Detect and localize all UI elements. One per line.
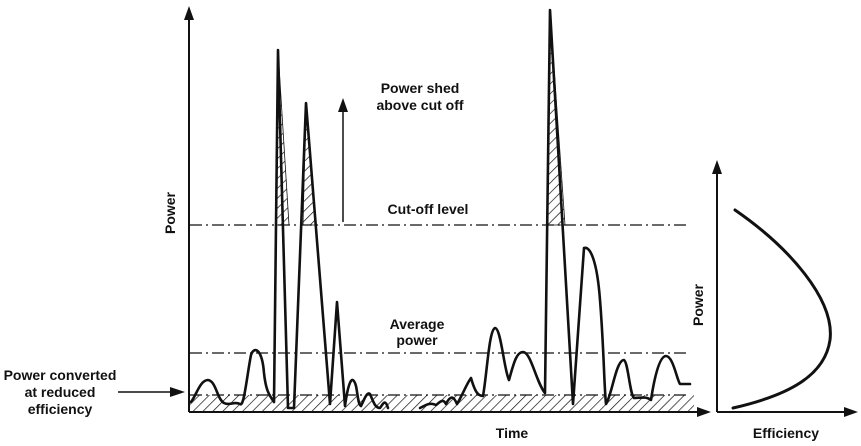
efficiency-y-axis-label: Power	[690, 283, 706, 326]
average-power-label-line-2: power	[396, 332, 438, 348]
efficiency-x-axis-label: Efficiency	[753, 425, 819, 441]
efficiency-plot: Power Efficiency	[690, 160, 858, 441]
main-plot: Power Time Power shed above cut off Cut-…	[4, 6, 711, 441]
reduced-efficiency-arrowhead	[170, 387, 185, 397]
reduced-efficiency-label-line-2: at reduced	[25, 384, 96, 400]
reduced-efficiency-label-line-1: Power converted	[4, 367, 117, 383]
cutoff-level-label: Cut-off level	[388, 201, 469, 217]
shed-arrowhead	[338, 98, 348, 112]
efficiency-y-axis-arrowhead	[712, 160, 722, 174]
shed-label-line-2: above cut off	[376, 97, 463, 113]
efficiency-curve	[731, 208, 832, 410]
power-waveform	[189, 8, 692, 410]
reduced-efficiency-label-line-3: efficiency	[28, 401, 93, 417]
shed-label-line-1: Power shed	[381, 80, 460, 96]
main-x-axis-label: Time	[496, 425, 529, 441]
main-y-axis-arrowhead	[184, 6, 194, 20]
main-y-axis-label: Power	[162, 191, 178, 234]
reduced-efficiency-band	[190, 395, 694, 411]
efficiency-x-axis-arrowhead	[844, 407, 858, 417]
main-x-axis-arrowhead	[697, 407, 711, 417]
average-power-label-line-1: Average	[390, 316, 445, 332]
